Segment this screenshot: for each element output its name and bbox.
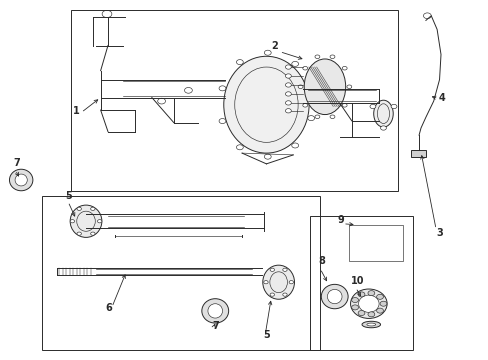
Circle shape: [90, 232, 95, 235]
Circle shape: [236, 145, 243, 150]
Text: 5: 5: [263, 330, 269, 340]
Text: 10: 10: [350, 276, 364, 286]
Ellipse shape: [224, 56, 308, 153]
Circle shape: [390, 104, 396, 109]
Ellipse shape: [262, 265, 294, 299]
Circle shape: [219, 86, 225, 91]
Bar: [310, 216, 412, 350]
Bar: [71, 10, 397, 191]
Circle shape: [264, 50, 271, 55]
Circle shape: [346, 85, 351, 89]
Circle shape: [369, 104, 375, 109]
Ellipse shape: [15, 174, 27, 186]
Circle shape: [291, 62, 298, 66]
Text: 7: 7: [212, 321, 219, 331]
Circle shape: [90, 207, 95, 211]
Bar: [410, 149, 425, 157]
Ellipse shape: [366, 323, 375, 326]
Ellipse shape: [70, 205, 102, 237]
Text: 5: 5: [65, 191, 72, 201]
Circle shape: [219, 118, 225, 123]
Ellipse shape: [321, 284, 347, 309]
Circle shape: [285, 109, 291, 113]
Circle shape: [285, 83, 291, 87]
Ellipse shape: [361, 321, 380, 328]
Ellipse shape: [358, 295, 378, 312]
Circle shape: [342, 66, 346, 70]
Circle shape: [307, 89, 314, 94]
Ellipse shape: [350, 289, 386, 319]
Text: 6: 6: [105, 303, 112, 313]
Circle shape: [285, 101, 291, 105]
Circle shape: [282, 293, 286, 296]
Circle shape: [97, 220, 102, 223]
Circle shape: [236, 60, 243, 64]
Circle shape: [351, 297, 358, 302]
Ellipse shape: [207, 304, 222, 318]
Circle shape: [380, 126, 386, 130]
Text: 1: 1: [73, 105, 80, 116]
Circle shape: [357, 292, 364, 297]
Circle shape: [357, 311, 364, 316]
Circle shape: [376, 294, 383, 299]
Circle shape: [302, 104, 307, 107]
Circle shape: [367, 291, 374, 296]
Text: 4: 4: [438, 93, 445, 103]
Circle shape: [291, 143, 298, 148]
Circle shape: [263, 280, 267, 284]
Ellipse shape: [9, 169, 33, 191]
Circle shape: [298, 85, 303, 89]
Circle shape: [285, 65, 291, 69]
Circle shape: [264, 154, 271, 159]
Text: 8: 8: [318, 256, 325, 266]
Circle shape: [70, 220, 74, 223]
Circle shape: [285, 92, 291, 96]
Text: 9: 9: [336, 215, 343, 225]
Circle shape: [288, 280, 293, 284]
Circle shape: [379, 301, 386, 306]
Circle shape: [329, 55, 334, 59]
Circle shape: [351, 305, 358, 310]
Circle shape: [376, 308, 383, 313]
Text: 7: 7: [13, 158, 20, 168]
Ellipse shape: [373, 100, 392, 127]
Circle shape: [302, 66, 307, 70]
Bar: [42, 196, 320, 350]
Circle shape: [282, 268, 286, 271]
Ellipse shape: [202, 299, 228, 323]
Bar: [348, 225, 402, 261]
Text: 2: 2: [271, 41, 278, 51]
Circle shape: [329, 115, 334, 118]
Circle shape: [307, 116, 314, 121]
Ellipse shape: [304, 59, 345, 114]
Circle shape: [77, 207, 81, 211]
Circle shape: [367, 312, 374, 317]
Text: 3: 3: [435, 228, 442, 238]
Circle shape: [269, 268, 274, 271]
Circle shape: [342, 104, 346, 107]
Circle shape: [314, 115, 319, 118]
Circle shape: [314, 55, 319, 59]
Circle shape: [269, 293, 274, 296]
Ellipse shape: [327, 289, 341, 304]
Circle shape: [77, 232, 81, 235]
Circle shape: [285, 74, 291, 78]
